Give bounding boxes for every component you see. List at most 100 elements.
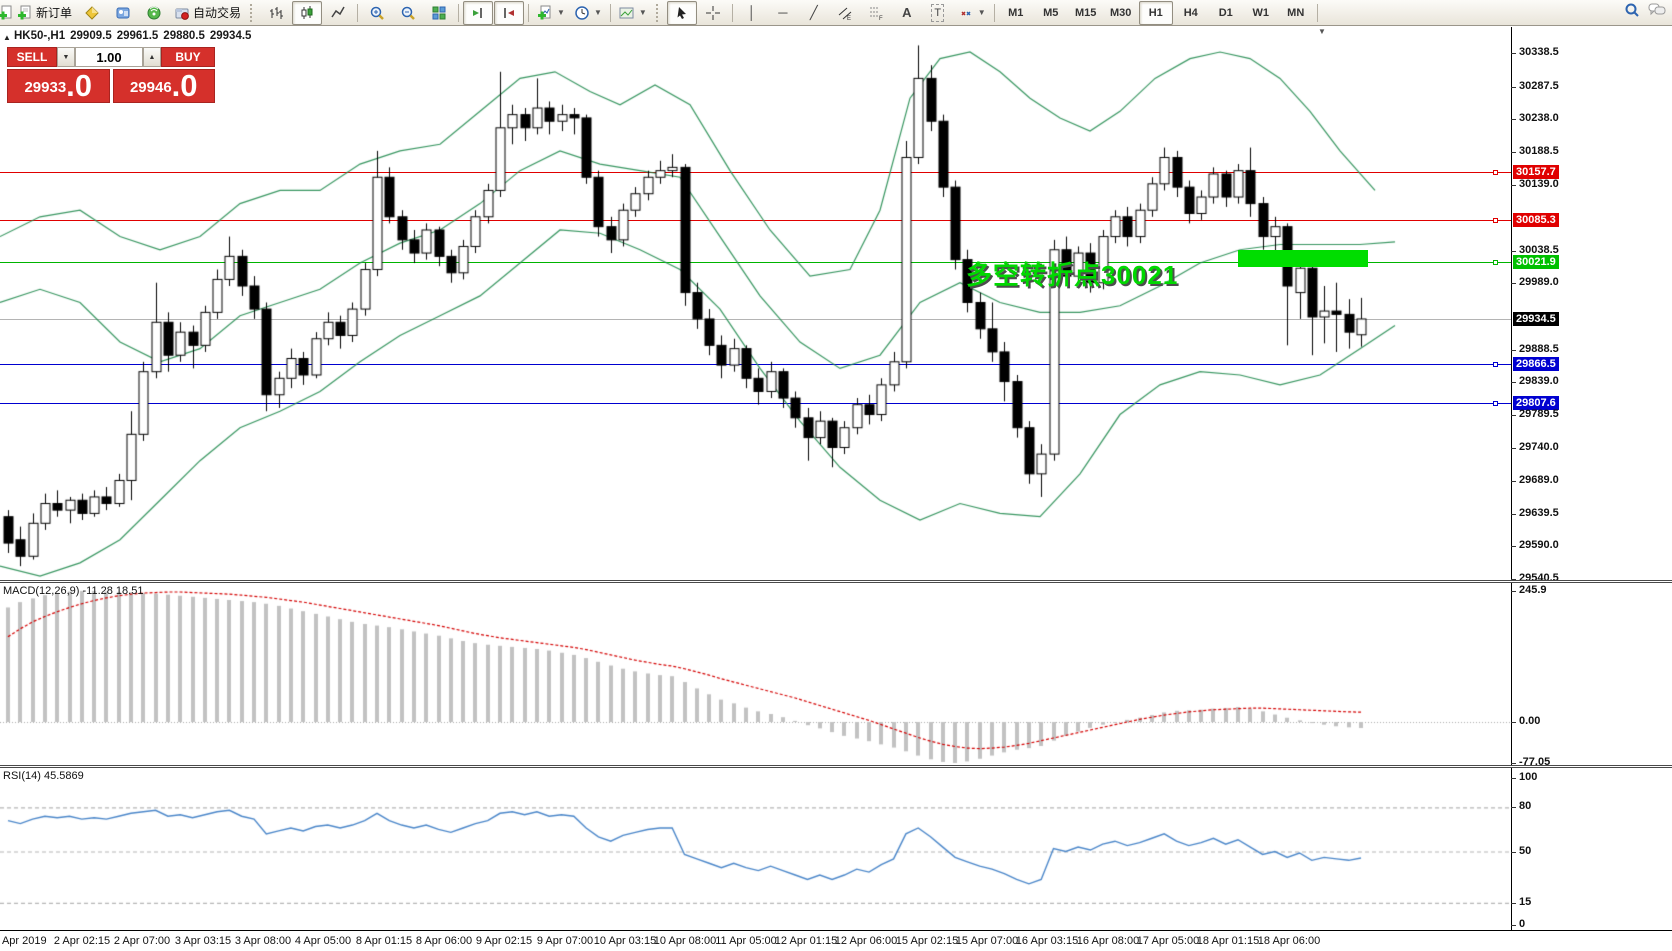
highlight-rectangle[interactable] xyxy=(1238,250,1368,267)
ohlc-low: 29880.5 xyxy=(163,30,205,42)
axis-tick-dash xyxy=(1511,807,1516,808)
zoom-out-button[interactable] xyxy=(393,1,423,25)
timeframe-d1[interactable]: D1 xyxy=(1218,6,1233,19)
axis-tick-label: 15 xyxy=(1519,896,1532,908)
axis-tick-dash xyxy=(1511,119,1516,120)
chart-shift-button[interactable] xyxy=(494,0,525,25)
chart-canvas[interactable] xyxy=(0,27,1672,951)
volume-increase-button[interactable]: ▲ xyxy=(143,47,161,67)
toolbar-drag-handle[interactable] xyxy=(250,3,256,22)
chart-text-annotation[interactable]: 多空转折点30021 xyxy=(966,260,1179,290)
buy-price: 29946 xyxy=(129,79,172,96)
sell-price-pips: .0 xyxy=(66,68,93,103)
timeframe-m5[interactable]: M5 xyxy=(1043,6,1059,19)
line-chart-button[interactable] xyxy=(323,1,353,25)
timeframe-h4[interactable]: H4 xyxy=(1183,6,1198,19)
axis-tick-label: 29689.0 xyxy=(1519,474,1559,486)
trendline-tool[interactable]: ╱ xyxy=(799,1,829,25)
axis-tick-dash xyxy=(1511,722,1516,723)
horizontal-line-icon: ─ xyxy=(778,4,788,20)
chat-icon[interactable] xyxy=(1648,2,1666,18)
line-handle-marker[interactable] xyxy=(1493,260,1498,265)
horizontal-line-tool[interactable]: ─ xyxy=(768,1,798,25)
chart-wizard-button[interactable] xyxy=(77,1,107,25)
time-label: 10 Apr 03:15 xyxy=(593,935,657,947)
timeframe-h1[interactable]: H1 xyxy=(1138,0,1173,25)
autotrading-label: 自动交易 xyxy=(193,6,242,20)
axis-tick-label: 0 xyxy=(1519,918,1526,930)
line-handle-marker[interactable] xyxy=(1493,362,1498,367)
volume-decrease-button[interactable]: ▼ xyxy=(57,47,75,67)
time-label: 3 Apr 08:00 xyxy=(234,935,292,947)
text-label-tool[interactable]: T xyxy=(923,1,953,25)
signals-button[interactable] xyxy=(139,1,169,25)
price-level-label: 29934.5 xyxy=(1513,312,1559,326)
channel-tool[interactable]: E xyxy=(830,1,860,25)
axis-tick-label: 29639.5 xyxy=(1519,507,1559,519)
cursor-tool-button[interactable] xyxy=(666,0,697,25)
buy-price-pips: .0 xyxy=(171,68,198,103)
bar-chart-button[interactable] xyxy=(261,1,291,25)
tile-windows-button[interactable] xyxy=(424,1,454,25)
cursor-icon xyxy=(674,5,690,21)
svg-text:F: F xyxy=(879,16,883,21)
toolbar-drag-handle[interactable] xyxy=(655,3,662,22)
search-icon[interactable] xyxy=(1624,2,1640,18)
crosshair-tool-button[interactable] xyxy=(698,1,728,25)
buy-button[interactable]: BUY xyxy=(161,47,215,67)
timeframe-m1[interactable]: M1 xyxy=(1008,6,1024,19)
arrows-tool[interactable]: ▼ xyxy=(954,1,990,25)
indicators-button[interactable]: ▼ xyxy=(533,1,569,25)
auto-scroll-button[interactable] xyxy=(463,0,494,25)
zoom-in-button[interactable] xyxy=(362,1,392,25)
timeframe-mn[interactable]: MN xyxy=(1287,6,1305,19)
time-label: 11 Apr 05:00 xyxy=(715,935,777,947)
macd-values: -11.28 18.51 xyxy=(82,585,144,597)
fibonacci-tool[interactable]: F xyxy=(861,1,891,25)
time-label: 1 Apr 2019 xyxy=(0,935,47,947)
vertical-line-tool[interactable]: │ xyxy=(737,1,767,25)
wizard-icon xyxy=(84,5,100,21)
time-label: 9 Apr 02:15 xyxy=(475,935,533,947)
timeframe-m15[interactable]: M15 xyxy=(1075,6,1097,19)
periods-button[interactable]: ▼ xyxy=(570,1,606,25)
chart-window: ▲ HK50-,H1 29909.5 29961.5 29880.5 29934.5 S… xyxy=(0,27,1672,951)
toolbar-separator xyxy=(357,3,359,22)
profile-button[interactable] xyxy=(108,1,138,25)
sell-price-button[interactable]: 29933.0 xyxy=(7,69,110,103)
timeframe-w1[interactable]: W1 xyxy=(1252,6,1269,19)
toolbar-separator xyxy=(528,3,530,22)
new-order-button[interactable]: 新订单 xyxy=(13,1,76,25)
rsi-name: RSI(14) xyxy=(3,770,41,782)
buy-price-button[interactable]: 29946.0 xyxy=(112,68,215,103)
axis-tick-dash xyxy=(1511,415,1516,416)
price-level-label: 30157.7 xyxy=(1513,165,1559,179)
text-tool-icon: A xyxy=(902,4,912,20)
time-label: 17 Apr 05:00 xyxy=(1136,935,1200,947)
text-label-icon: T xyxy=(931,3,945,22)
axis-tick-label: 29590.0 xyxy=(1519,539,1559,551)
macd-pane-separator[interactable] xyxy=(0,580,1672,583)
line-handle-marker[interactable] xyxy=(1493,218,1498,223)
scroll-anchor-icon: ▼ xyxy=(1318,27,1326,36)
panel-collapse-arrow[interactable]: ▲ xyxy=(3,33,11,42)
volume-input[interactable] xyxy=(75,47,143,67)
vertical-line-icon: │ xyxy=(747,4,756,20)
sell-button[interactable]: SELL xyxy=(7,47,57,67)
rsi-pane-separator[interactable] xyxy=(0,765,1672,768)
text-tool[interactable]: A xyxy=(892,1,922,25)
line-handle-marker[interactable] xyxy=(1493,401,1498,406)
templates-button[interactable]: ▼ xyxy=(615,1,651,25)
toolbar-separator xyxy=(609,3,611,22)
line-handle-marker[interactable] xyxy=(1493,170,1498,175)
clock-icon xyxy=(574,5,590,21)
timeframe-m30[interactable]: M30 xyxy=(1110,6,1132,19)
axis-tick-dash xyxy=(1511,852,1516,853)
macd-label: MACD(12,26,9) -11.28 18.51 xyxy=(3,585,143,597)
time-label: 16 Apr 03:15 xyxy=(1015,935,1079,947)
time-label: 2 Apr 02:15 xyxy=(53,935,111,947)
autotrading-button[interactable]: 自动交易 xyxy=(170,1,245,25)
line-chart-icon xyxy=(330,5,346,21)
axis-tick-dash xyxy=(1511,579,1516,580)
candlestick-chart-button[interactable] xyxy=(292,0,323,25)
